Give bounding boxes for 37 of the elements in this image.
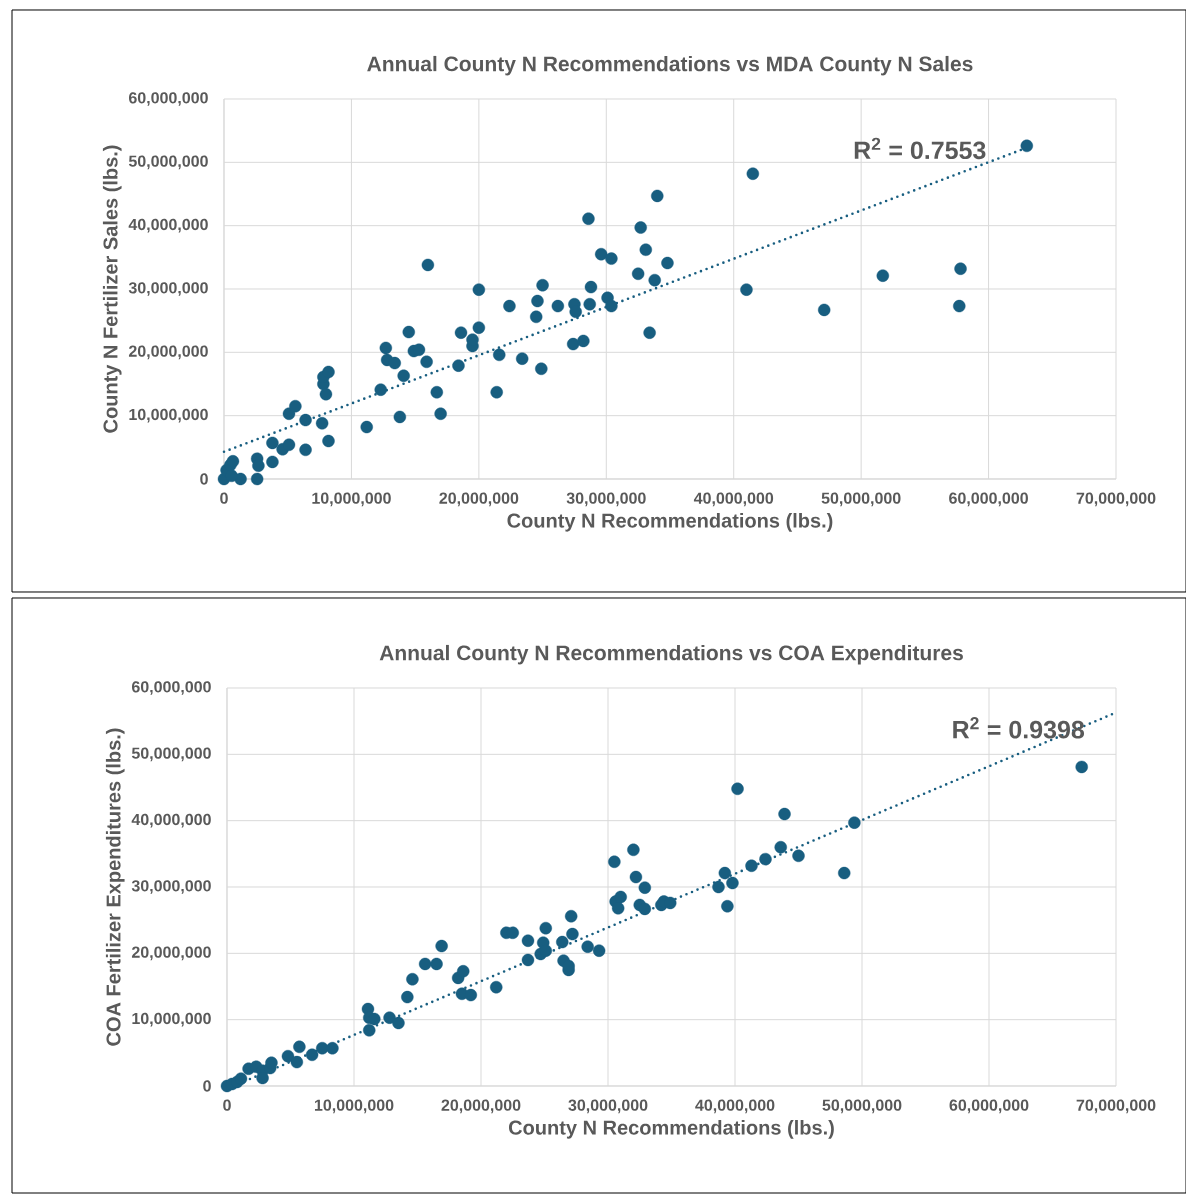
x-tick-label: 70,000,000 [1076,1099,1156,1114]
y-tick-label: 10,000,000 [129,408,208,423]
y-tick-label: 0 [202,1080,211,1092]
x-tick-label: 70,000,000 [1076,492,1156,507]
x-tick-label: 60,000,000 [948,492,1028,507]
y-tick-label: 20,000,000 [128,345,208,360]
y-tick-label: 40,000,000 [131,813,211,828]
annotation: R$^{2}$ = 0.7553 [854,137,986,160]
y-axis-title: County N Fertilizer Sales (lbs.) [102,145,122,433]
x-tick-label: 20,000,000 [439,492,518,507]
y-tick-label: 30,000,000 [131,880,211,894]
y-tick-label: 0 [199,473,208,485]
chart-title: Annual County N Recommendations vs MDA County N Sales [366,55,973,76]
y-tick-label: 50,000,000 [131,747,211,762]
y-axis-title: COA Fertilizer Expenditures (lbs.) [105,728,125,1046]
x-tick-label: 10,000,000 [314,1099,394,1114]
x-axis-title: County N Recommendations (lbs.) [507,512,833,532]
x-tick-label: 30,000,000 [566,492,646,507]
x-tick-label: 10,000,000 [312,492,391,507]
y-tick-label: 40,000,000 [128,218,208,233]
y-tick-label: 10,000,000 [132,1012,211,1027]
y-tick-label: 60,000,000 [128,92,208,106]
y-tick-label: 60,000,000 [131,681,211,695]
x-tick-label: 40,000,000 [694,1099,775,1114]
y-tick-label: 50,000,000 [128,155,208,170]
x-tick-label: 50,000,000 [822,1099,902,1114]
x-axis-title: County N Recommendations (lbs.) [508,1120,834,1139]
x-tick-label: 60,000,000 [949,1099,1029,1114]
x-tick-label: 40,000,000 [693,492,773,507]
y-tick-label: 30,000,000 [128,282,208,296]
x-tick-label: 50,000,000 [821,492,901,507]
x-tick-label: 20,000,000 [441,1099,521,1114]
x-tick-label: 30,000,000 [568,1099,648,1114]
x-tick-label: 0 [219,492,228,504]
x-tick-label: 0 [222,1099,231,1111]
y-tick-label: 20,000,000 [131,946,211,961]
chart-title: Annual County N Recommendations vs COA Expenditures [379,644,963,665]
